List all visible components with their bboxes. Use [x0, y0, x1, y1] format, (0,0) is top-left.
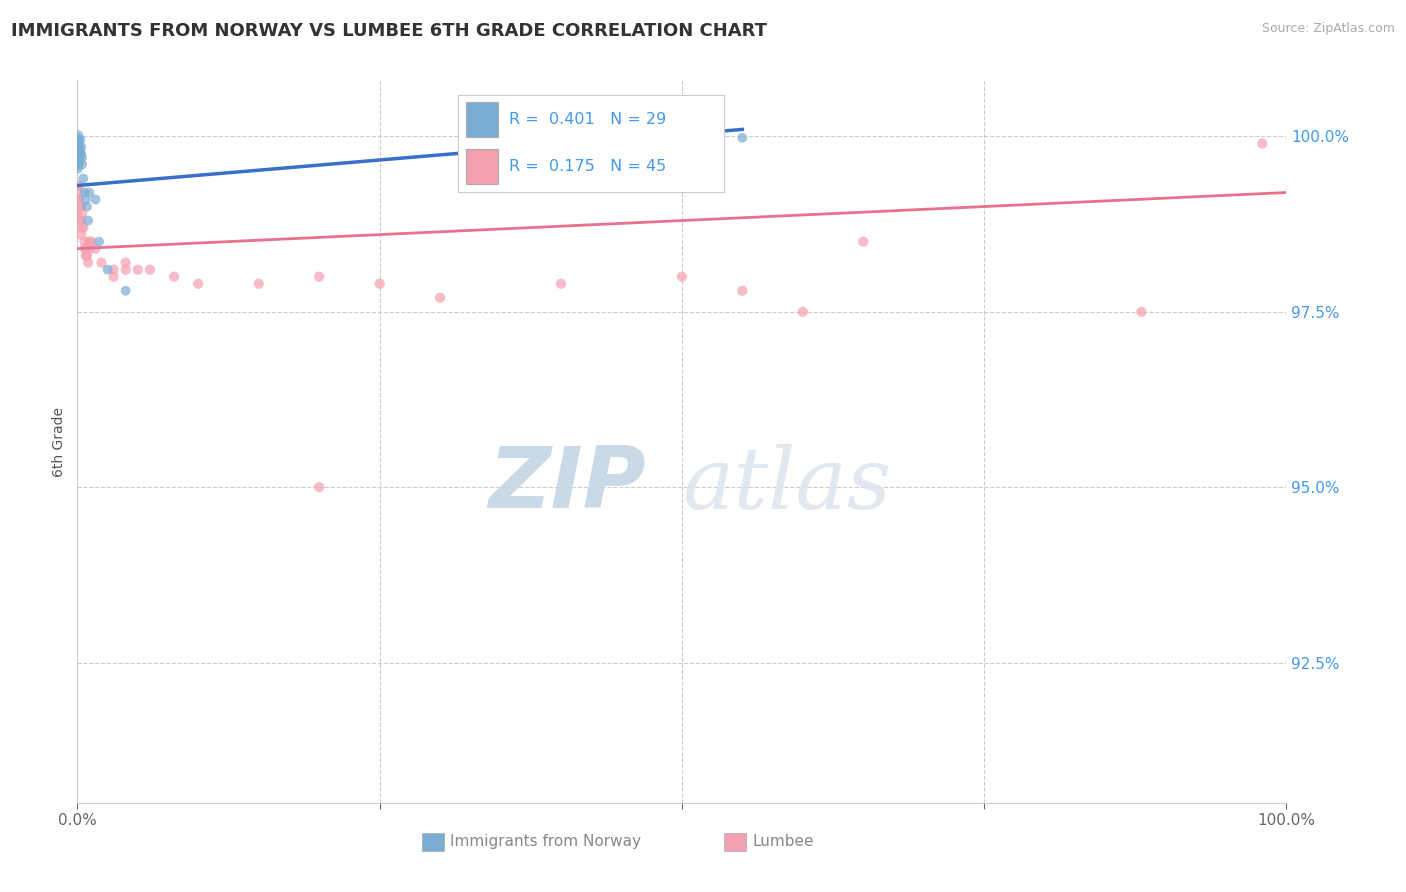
Point: [792, 305, 814, 319]
Text: Source: ZipAtlas.com: Source: ZipAtlas.com: [1261, 22, 1395, 36]
Point: [66, 144, 89, 158]
Point: [70, 151, 93, 165]
Point: [114, 262, 136, 277]
Point: [70, 206, 93, 220]
Point: [103, 262, 125, 277]
Point: [103, 269, 125, 284]
Point: [70, 147, 93, 161]
Point: [66, 147, 89, 161]
Point: [73, 186, 96, 200]
Point: [731, 130, 754, 145]
Point: [69, 186, 91, 200]
Point: [66, 129, 89, 144]
Point: [76, 249, 98, 263]
Point: [1251, 136, 1274, 151]
Point: [72, 220, 94, 235]
Text: ZIP: ZIP: [488, 443, 645, 526]
Point: [66, 136, 89, 151]
Point: [72, 171, 94, 186]
Point: [70, 157, 93, 171]
Point: [308, 480, 330, 494]
Point: [731, 284, 754, 298]
Point: [90, 255, 112, 269]
Point: [69, 200, 91, 214]
Point: [139, 262, 162, 277]
Point: [114, 284, 136, 298]
FancyBboxPatch shape: [422, 833, 444, 851]
Point: [73, 235, 96, 249]
Point: [75, 249, 97, 263]
Point: [80, 235, 103, 249]
Point: [77, 213, 100, 227]
Point: [79, 235, 101, 249]
Point: [70, 140, 93, 154]
Point: [127, 262, 149, 277]
Point: [66, 133, 89, 147]
Point: [1130, 305, 1153, 319]
Point: [70, 213, 93, 227]
Point: [75, 242, 97, 256]
Point: [69, 213, 91, 227]
Point: [69, 144, 91, 158]
Point: [368, 277, 391, 291]
Text: Immigrants from Norway: Immigrants from Norway: [450, 834, 641, 848]
Point: [163, 269, 186, 284]
Point: [67, 193, 90, 207]
Point: [187, 277, 209, 291]
Point: [70, 227, 93, 242]
Text: IMMIGRANTS FROM NORWAY VS LUMBEE 6TH GRADE CORRELATION CHART: IMMIGRANTS FROM NORWAY VS LUMBEE 6TH GRA…: [11, 22, 768, 40]
Point: [84, 242, 107, 256]
Y-axis label: 6th Grade: 6th Grade: [52, 407, 66, 476]
Point: [69, 153, 91, 168]
Point: [84, 193, 107, 207]
Point: [96, 262, 118, 277]
Point: [66, 206, 89, 220]
Point: [66, 151, 89, 165]
Point: [550, 277, 572, 291]
Point: [77, 255, 100, 269]
Text: atlas: atlas: [682, 443, 891, 526]
Point: [75, 193, 97, 207]
Point: [70, 220, 93, 235]
Point: [79, 242, 101, 256]
Point: [247, 277, 270, 291]
Point: [852, 235, 875, 249]
Point: [67, 178, 90, 193]
Point: [114, 255, 136, 269]
Point: [79, 186, 101, 200]
Point: [308, 269, 330, 284]
Point: [66, 140, 89, 154]
Point: [66, 193, 89, 207]
Point: [66, 161, 89, 175]
Point: [73, 242, 96, 256]
Point: [87, 235, 110, 249]
Point: [66, 157, 89, 171]
Point: [502, 133, 524, 147]
Point: [76, 200, 98, 214]
Point: [429, 291, 451, 305]
Text: Lumbee: Lumbee: [752, 834, 814, 848]
Point: [66, 153, 89, 168]
Point: [70, 200, 93, 214]
FancyBboxPatch shape: [724, 833, 747, 851]
Point: [671, 269, 693, 284]
Point: [69, 133, 91, 147]
Point: [66, 178, 89, 193]
